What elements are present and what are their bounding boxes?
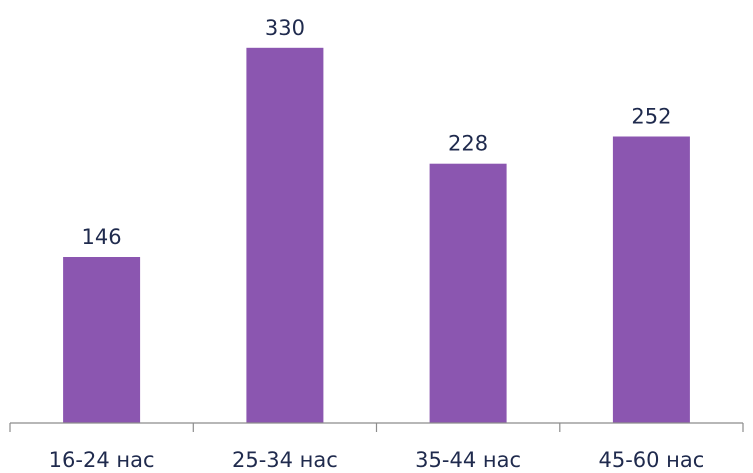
value-label-2: 330 bbox=[265, 16, 305, 40]
x-tick-label-3: 35-44 нас bbox=[415, 448, 521, 472]
x-tick-label-4: 45-60 нас bbox=[598, 448, 704, 472]
bar-2 bbox=[246, 47, 324, 424]
value-label-4: 252 bbox=[631, 105, 671, 129]
value-labels-layer: 146 330 228 252 bbox=[82, 16, 672, 249]
value-label-1: 146 bbox=[82, 225, 122, 249]
x-tick-label-2: 25-34 нас bbox=[232, 448, 338, 472]
x-axis bbox=[9, 422, 744, 432]
bars-layer bbox=[63, 47, 690, 424]
x-tick-label-1: 16-24 нас bbox=[49, 448, 155, 472]
value-label-3: 228 bbox=[448, 132, 488, 156]
x-tick-labels-layer: 16-24 нас 25-34 нас 35-44 нас 45-60 нас bbox=[49, 448, 705, 472]
bar-1 bbox=[63, 257, 141, 423]
bar-4 bbox=[612, 136, 690, 423]
bar-3 bbox=[429, 163, 507, 423]
